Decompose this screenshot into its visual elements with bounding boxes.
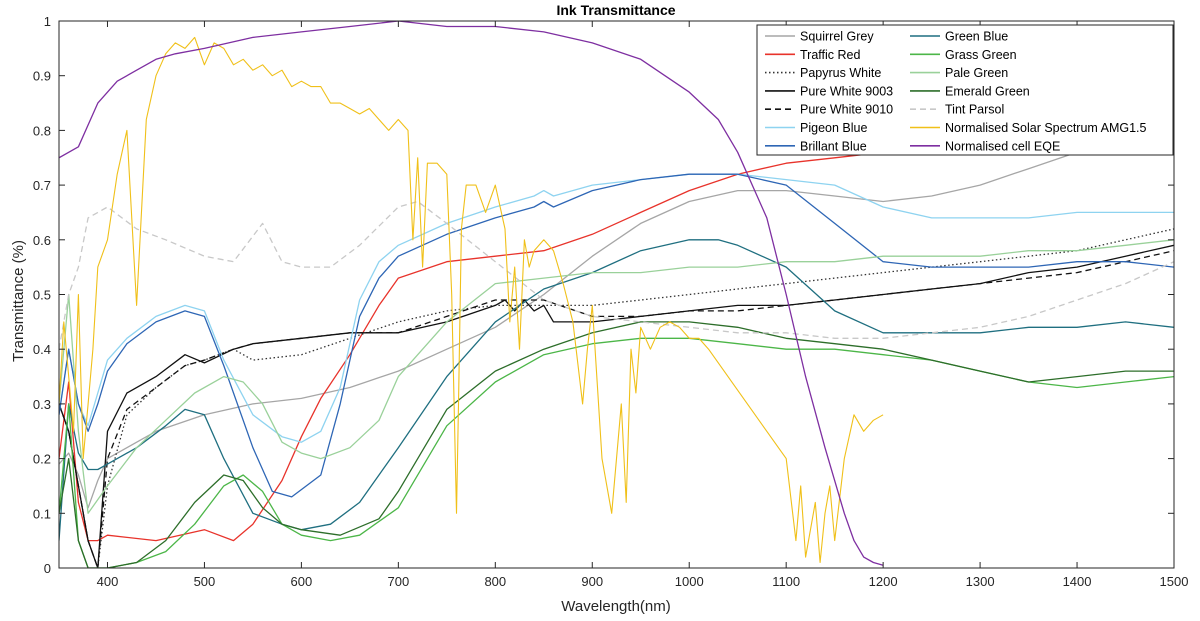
x-tick-label: 1200 [869,574,898,589]
y-tick-label: 0.3 [33,397,51,412]
y-axis-title: Transmittance (%) [10,240,27,362]
legend-label: Papyrus White [800,66,881,80]
x-tick-label: 500 [194,574,216,589]
x-tick-label: 900 [581,574,603,589]
x-tick-label: 700 [387,574,409,589]
x-tick-label: 1100 [772,574,800,589]
legend-label: Normalised cell EQE [945,139,1060,153]
chart-title: Ink Transmittance [556,2,675,18]
x-tick-label: 800 [484,574,506,589]
x-tick-label: 1400 [1063,574,1092,589]
series-line-pigeon-blue [59,173,1174,443]
x-tick-label: 600 [291,574,313,589]
y-tick-label: 0.7 [33,178,51,193]
x-axis-title: Wavelength(nm) [561,598,670,615]
legend-label: Tint Parsol [945,103,1004,117]
series-line-traffic-red [59,118,1174,542]
series-line-emerald-green [59,321,1174,568]
x-tick-label: 1500 [1160,574,1189,589]
x-tick-label: 1300 [966,574,995,589]
series-line-pure-white-9010 [59,250,1174,568]
series-line-pale-green [59,239,1174,514]
series-line-tint-parsol [59,200,1174,350]
y-tick-label: 0.8 [33,123,51,138]
legend-label: Normalised Solar Spectrum AMG1.5 [945,121,1147,135]
plot-lines [59,21,1174,568]
legend-label: Brillant Blue [800,139,867,153]
y-tick-label: 0.2 [33,452,51,467]
legend-box [756,24,1174,156]
series-line-squirrel-grey [59,118,1174,509]
x-tick-label: 400 [97,574,119,589]
series-line-normalised-solar-spectrum-amg1-5 [59,36,884,564]
legend-label: Emerald Green [945,84,1030,98]
series-line-papyrus-white [59,228,1174,568]
legend-label: Pure White 9003 [800,84,893,98]
y-tick-label: 1 [44,14,51,29]
y-tick-label: 0.9 [33,69,51,84]
y-tick-label: 0.5 [33,288,51,303]
legend-label: Pale Green [945,66,1008,80]
legend-label: Traffic Red [800,48,860,62]
legend-label: Green Blue [945,30,1008,44]
series-line-grass-green [59,337,1174,568]
series-line-pure-white-9003 [59,244,1174,568]
legend-label: Squirrel Grey [800,30,874,44]
axis-ticks: 400 500 600 700 800 900 1000 1100 1200 1300 1400 15… [33,14,1189,589]
y-tick-label: 0 [44,561,51,576]
y-tick-label: 0.4 [33,342,51,357]
y-tick-label: 0.1 [33,506,51,521]
legend: Squirrel Grey Traffic Red Papyrus White Pur… [756,24,1174,156]
x-tick-label: 1000 [675,574,704,589]
series-line-normalised-cell-eqe [59,21,884,566]
series-line-green-blue [59,239,1174,541]
series-line-brillant-blue [59,173,1174,498]
legend-label: Pure White 9010 [800,103,893,117]
legend-label: Grass Green [945,48,1017,62]
legend-label: Pigeon Blue [800,121,867,135]
y-tick-label: 0.6 [33,233,51,248]
